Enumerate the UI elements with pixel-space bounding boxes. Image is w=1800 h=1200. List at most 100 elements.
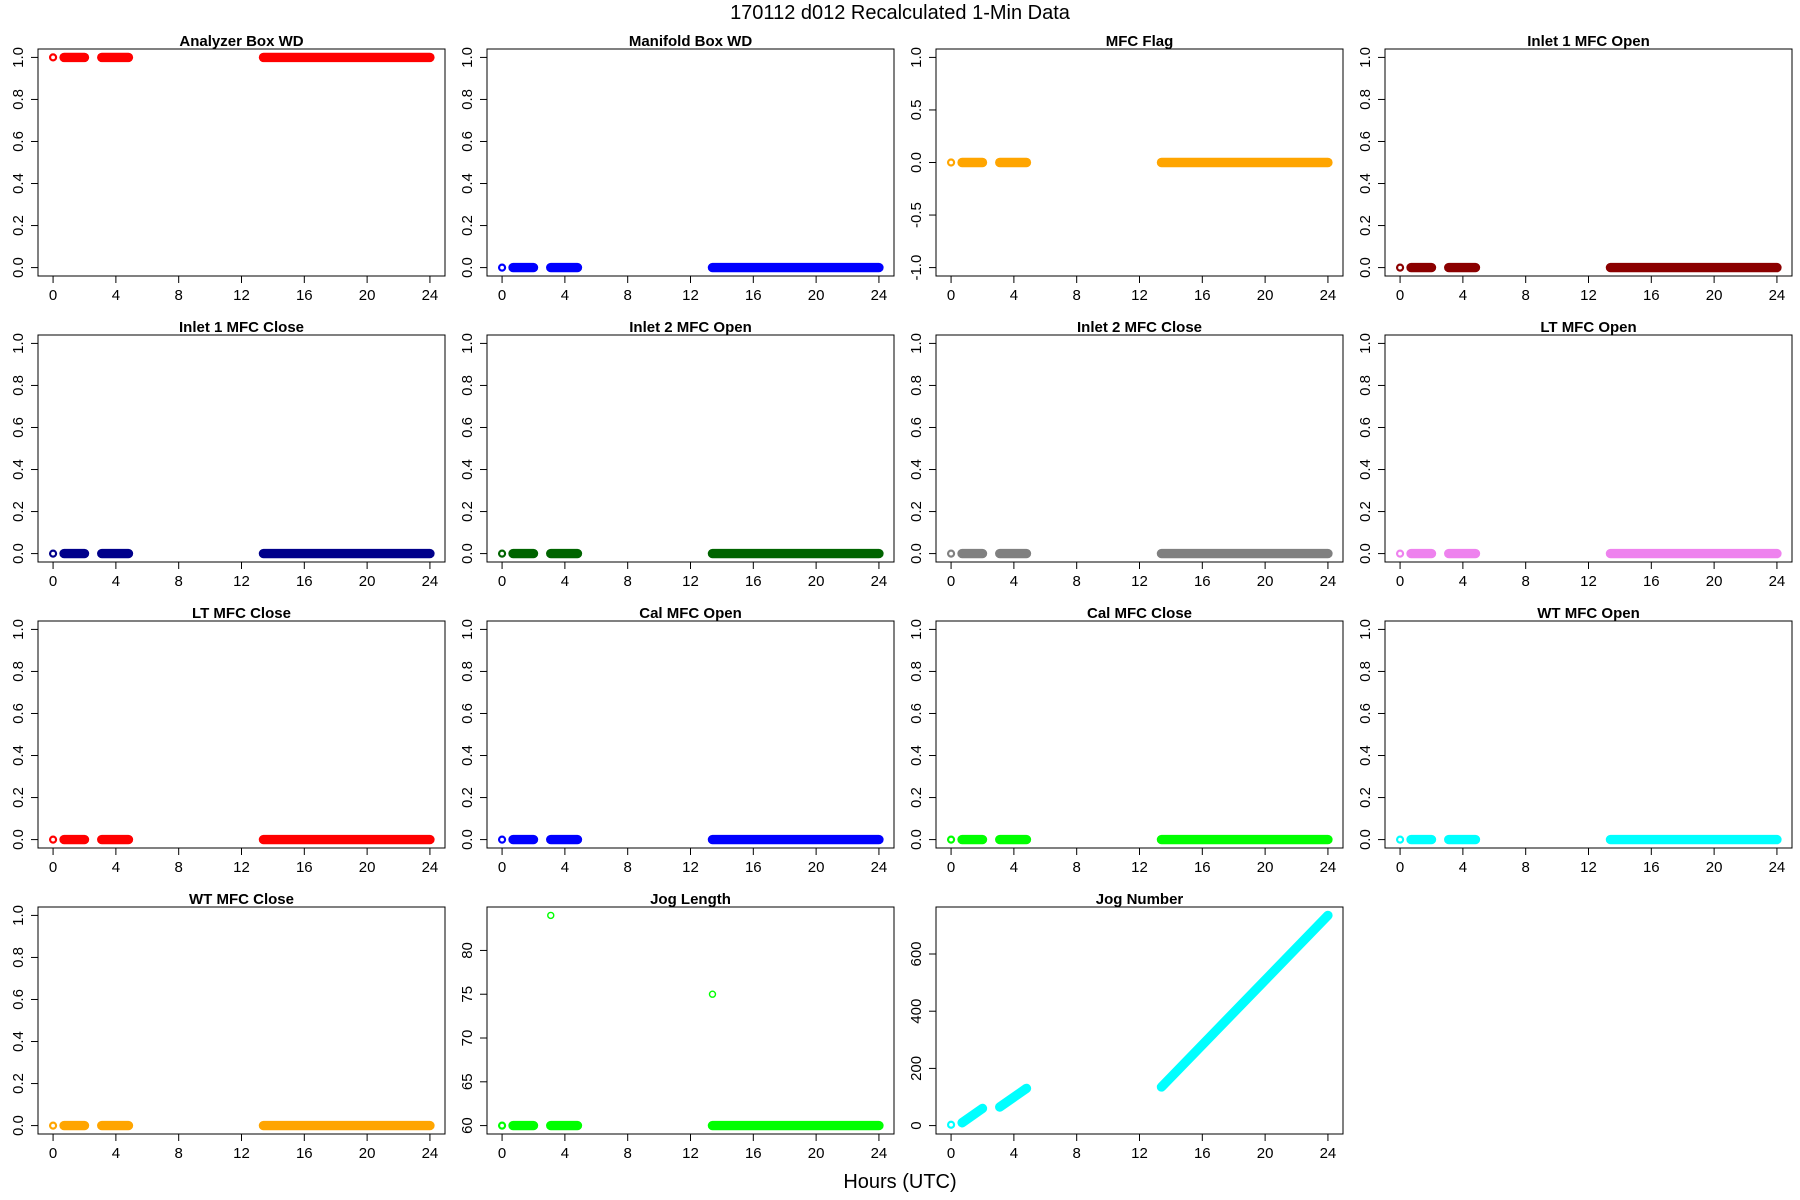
y-tick-label: 1.0 xyxy=(10,905,27,926)
x-tick-label: 4 xyxy=(561,859,569,876)
y-tick-label: 0.2 xyxy=(459,787,476,808)
x-tick-label: 16 xyxy=(296,573,313,590)
panel-title: Jog Length xyxy=(650,891,731,908)
x-tick-label: 0 xyxy=(498,573,506,590)
y-tick-label: -0.5 xyxy=(908,202,925,228)
panel-title: Cal MFC Close xyxy=(1087,605,1192,622)
y-tick-label: 1.0 xyxy=(10,333,27,354)
x-tick-label: 16 xyxy=(1194,1145,1211,1162)
panel-manifold-box-wd: Manifold Box WD 0 4 8 12 16 20 24 0.0 0.2 0.4 0.6 0.… xyxy=(459,33,895,304)
x-tick-label: 12 xyxy=(233,287,250,304)
plot-frame xyxy=(37,334,446,563)
y-tick-label: 1.0 xyxy=(1357,47,1374,68)
x-tick-label: 20 xyxy=(359,573,376,590)
y-tick-label: 0.4 xyxy=(1357,173,1374,194)
y-tick-label: 0.8 xyxy=(908,661,925,682)
x-tick-label: 16 xyxy=(1194,573,1211,590)
y-tick-label: 0.8 xyxy=(10,947,27,968)
y-tick-label: 0.8 xyxy=(10,89,27,110)
x-tick-label: 4 xyxy=(1459,859,1467,876)
x-tick-label: 8 xyxy=(175,573,183,590)
y-tick-label: 60 xyxy=(459,1117,476,1134)
x-tick-label: 20 xyxy=(1257,1145,1274,1162)
y-tick-label: 0.6 xyxy=(459,131,476,152)
x-tick-label: 16 xyxy=(1643,859,1660,876)
x-tick-label: 20 xyxy=(359,287,376,304)
y-tick-label: 0.6 xyxy=(1357,417,1374,438)
y-tick-label: 80 xyxy=(459,942,476,959)
x-tick-label: 4 xyxy=(112,573,120,590)
y-tick-label: 0.8 xyxy=(10,375,27,396)
y-tick-label: 1.0 xyxy=(908,47,925,68)
data-point xyxy=(946,549,956,558)
x-tick-label: 20 xyxy=(808,1145,825,1162)
x-tick-label: 4 xyxy=(561,1145,569,1162)
panel-cal-mfc-close: Cal MFC Close 0 4 8 12 16 20 24 0.0 0.2 0.4 0.6 0.8 1… xyxy=(908,605,1344,876)
plot-frame xyxy=(486,48,895,277)
x-tick-label: 0 xyxy=(49,573,57,590)
x-tick-label: 4 xyxy=(1010,287,1018,304)
data-point xyxy=(48,53,58,62)
data-run xyxy=(1156,910,1333,1092)
x-tick-label: 20 xyxy=(1706,859,1723,876)
y-tick-label: -1.0 xyxy=(908,255,925,281)
y-tick-label: 75 xyxy=(459,986,476,1003)
x-tick-label: 24 xyxy=(1320,287,1337,304)
x-tick-label: 24 xyxy=(871,859,888,876)
y-tick-label: 0.4 xyxy=(908,745,925,766)
x-tick-label: 20 xyxy=(359,859,376,876)
y-tick-label: 600 xyxy=(908,941,925,966)
x-tick-label: 24 xyxy=(1320,859,1337,876)
y-tick-label: 0.8 xyxy=(459,89,476,110)
y-tick-label: 0.6 xyxy=(10,703,27,724)
x-tick-label: 20 xyxy=(808,859,825,876)
y-tick-label: 1.0 xyxy=(459,333,476,354)
x-tick-label: 24 xyxy=(1320,1145,1337,1162)
y-tick-label: 200 xyxy=(908,1056,925,1081)
x-tick-label: 0 xyxy=(947,573,955,590)
outlier-point xyxy=(547,911,555,920)
x-tick-label: 8 xyxy=(1073,573,1081,590)
panel-title: Inlet 1 MFC Close xyxy=(179,319,304,336)
x-tick-label: 12 xyxy=(1580,287,1597,304)
y-tick-label: 0.2 xyxy=(908,501,925,522)
x-tick-label: 16 xyxy=(1194,859,1211,876)
x-tick-label: 20 xyxy=(1706,287,1723,304)
y-tick-label: 0.4 xyxy=(459,173,476,194)
y-tick-label: 0.6 xyxy=(459,417,476,438)
panel-lt-mfc-close: LT MFC Close 0 4 8 12 16 20 24 0.0 0.2 0.4 0.6 0.8 1.… xyxy=(10,605,446,876)
y-tick-label: 1.0 xyxy=(1357,619,1374,640)
panel-title: MFC Flag xyxy=(1106,33,1174,50)
panel-jog-length: Jog Length 0 4 8 12 16 20 24 60 65 70 75 80 xyxy=(459,891,895,1162)
x-tick-label: 0 xyxy=(947,859,955,876)
x-tick-label: 12 xyxy=(682,573,699,590)
y-tick-label: 65 xyxy=(459,1073,476,1090)
y-tick-label: 0.2 xyxy=(10,1073,27,1094)
panel-cal-mfc-open: Cal MFC Open 0 4 8 12 16 20 24 0.0 0.2 0.4 0.6 0.8 1.… xyxy=(459,605,895,876)
x-tick-label: 20 xyxy=(808,573,825,590)
plot-frame xyxy=(935,334,1344,563)
y-tick-label: 0.0 xyxy=(10,543,27,564)
x-tick-label: 16 xyxy=(296,1145,313,1162)
y-tick-label: 0.8 xyxy=(908,375,925,396)
data-point xyxy=(497,835,507,844)
y-tick-label: 1.0 xyxy=(459,47,476,68)
y-tick-label: 0.4 xyxy=(908,459,925,480)
plot-frame xyxy=(37,906,446,1135)
panel-wt-mfc-open: WT MFC Open 0 4 8 12 16 20 24 0.0 0.2 0.4 0.6 0.8 1.0 xyxy=(1357,605,1793,876)
y-tick-label: 0.5 xyxy=(908,100,925,121)
x-tick-label: 8 xyxy=(624,1145,632,1162)
x-tick-label: 4 xyxy=(561,287,569,304)
y-tick-label: 0.4 xyxy=(10,1031,27,1052)
data-point xyxy=(48,1121,58,1130)
x-tick-label: 16 xyxy=(1643,287,1660,304)
x-tick-label: 24 xyxy=(422,1145,439,1162)
plot-frame xyxy=(935,906,1344,1135)
x-tick-label: 16 xyxy=(296,859,313,876)
x-tick-label: 8 xyxy=(175,287,183,304)
x-tick-label: 0 xyxy=(498,859,506,876)
data-point xyxy=(497,1121,507,1130)
y-tick-label: 0.6 xyxy=(459,703,476,724)
data-point xyxy=(497,549,507,558)
y-tick-label: 400 xyxy=(908,999,925,1024)
